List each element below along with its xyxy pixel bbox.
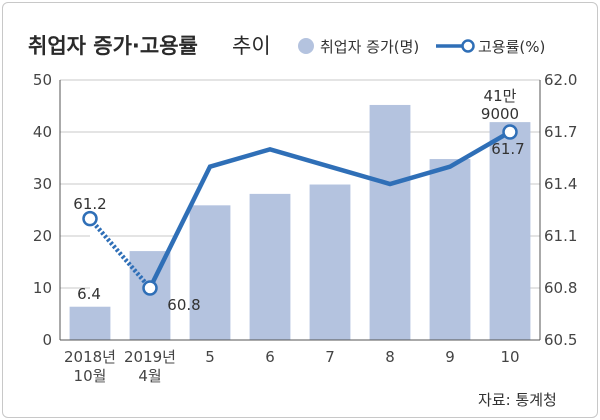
x-tick-label: 9 [445,348,455,366]
x-tick-label: 7 [325,348,335,366]
bar [429,159,471,340]
y-right-tick-label: 61.4 [544,175,577,193]
legend-line-label: 고용률(%) [478,38,545,56]
y-axis-right: 60.5 60.8 61.1 61.4 61.7 62.0 [539,71,577,349]
bar [249,193,291,340]
source-note: 자료: 통계청 [478,391,557,409]
x-tick-label: 2018년 10월 [64,348,116,385]
y-right-tick-label: 61.1 [544,227,577,245]
bar [489,122,531,341]
legend: 취업자 증가(명) 고용률(%) [298,38,545,56]
y-right-tick-label: 61.7 [544,123,577,141]
bar [69,306,111,340]
chart-title: 취업자 증가·고용률 [28,34,198,58]
data-label-jobs-10-line2: 9000 [481,105,519,123]
y-left-tick-label: 10 [33,279,52,297]
line-segment-dashed [88,217,152,290]
legend-bar-label: 취업자 증가(명) [320,38,419,56]
y-left-tick-label: 40 [33,123,52,141]
x-tick-label: 8 [385,348,395,366]
line-marker [82,210,98,227]
y-left-tick-label: 30 [33,175,52,193]
data-label-jobs-10-line1: 41만 [484,87,517,105]
y-right-tick-label: 60.8 [544,279,577,297]
y-left-tick-label: 20 [33,227,52,245]
bar [189,205,231,340]
line-marker [142,280,158,296]
y-left-tick-label: 50 [33,71,52,89]
bar [309,184,351,340]
y-right-tick-label: 60.5 [544,331,577,349]
x-tick-label: 5 [205,348,215,366]
legend-line-marker [461,39,475,53]
x-tick-label: 2019년 4월 [124,348,176,385]
y-right-tick-label: 62.0 [544,71,577,89]
line-series [82,124,518,296]
data-labels: 61.2 6.4 60.8 41만 9000 61.7 [73,87,524,314]
bar-series [69,104,531,341]
legend-bar-swatch [298,38,314,54]
chart-subtitle: 추이 [232,34,271,58]
bar [369,104,411,341]
line-marker [502,124,518,140]
x-tick-label: 6 [265,348,275,366]
data-label-rate-2019-04: 60.8 [167,296,200,314]
line-path [147,130,512,289]
y-left-tick-label: 0 [42,331,52,349]
data-label-rate-2018-10: 61.2 [73,195,106,213]
y-axis-left: 0 10 20 30 40 50 [33,71,61,349]
data-label-jobs-2018-10: 6.4 [77,285,101,303]
data-label-rate-10: 61.7 [491,140,524,158]
x-tick-label: 10 [500,348,519,366]
